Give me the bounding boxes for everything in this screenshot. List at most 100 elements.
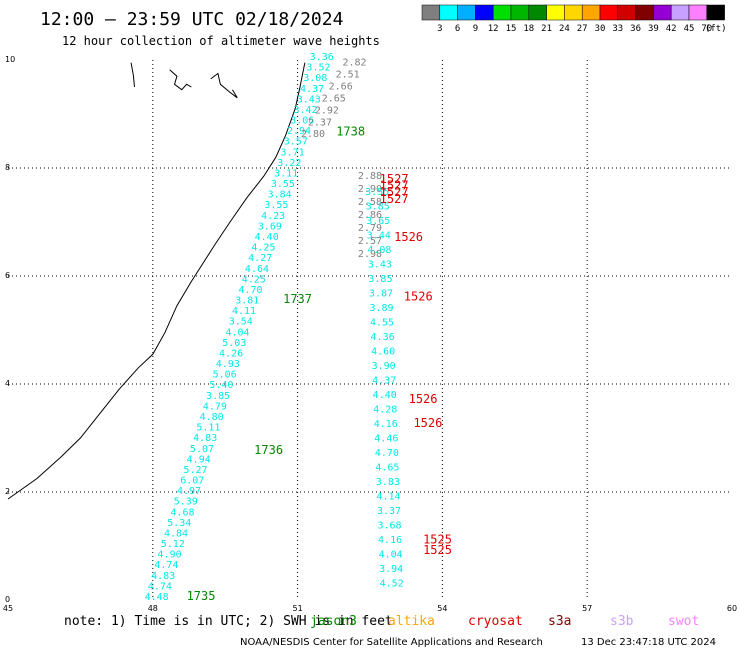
satellite-legend-item: s3a [548,614,571,629]
map-grid [8,60,732,600]
wave-height-label: 5.12 [161,539,185,550]
wave-height-label: 3.90 [372,361,396,372]
wave-height-label: 4.08 [367,245,391,256]
colorbar-swatch [564,4,583,21]
wave-height-label: 3.44 [367,231,391,242]
wave-height-label: 4.97 [177,486,201,497]
footer: note: 1) Time is in UTC; 2) SWH is in fe… [64,614,716,648]
wave-height-label: 4.28 [373,405,397,416]
wave-height-label: 3.85 [368,274,392,285]
pass-time-label: 1736 [254,443,283,457]
axis-tick-labels: 45 48 51 54 57 60 0 2 4 6 8 10 [3,55,737,613]
x-axis-tick-label: 48 [148,604,158,613]
wave-height-label: 4.93 [216,359,240,370]
satellite-legend: jason3 altika cryosat s3a s3b swot [310,614,699,629]
wave-height-label: 3.55 [264,200,288,211]
x-axis-tick-label: 54 [437,604,447,613]
colorbar-swatch [581,4,601,21]
x-axis-tick-label: 57 [582,604,592,613]
wave-height-label: 4.48 [145,592,169,603]
wave-height-label: 3.71 [281,147,305,158]
wave-height-label: 5.03 [222,338,246,349]
wave-height-label: 3.69 [258,221,282,232]
pass-time-label: 1527 [380,185,409,199]
wave-height-label: 4.40 [373,390,397,401]
wave-height-label: 3.94 [379,564,403,575]
island-outline [210,72,238,99]
colorbar-swatch [653,4,672,21]
footer-credit: NOAA/NESDIS Center for Satellite Applica… [240,637,543,648]
wave-height-label: 2.90 [358,184,382,195]
wave-height-label: 4.65 [375,463,399,474]
wave-height-label: 5.40 [209,380,233,391]
wave-height-label: 4.23 [261,211,285,222]
wave-height-label: 4.25 [242,274,266,285]
wave-height-label: 4.74 [154,560,178,571]
colorbar-swatch [635,4,654,21]
colorbar-swatch [688,4,708,21]
wave-height-label: 4.90 [158,550,182,561]
pass-time-label: 1526 [404,289,433,303]
pass-time-label: 1525 [423,532,452,546]
wave-height-label: 3.55 [271,179,295,190]
pass-time-label: 1525 [423,543,452,557]
wave-height-label: 2.88 [358,171,382,182]
wave-height-label: 4.83 [193,433,217,444]
colorbar-tick-label: 33 [612,24,623,34]
wave-height-label: 5.07 [190,444,214,455]
colorbar-tick-label: 18 [523,24,534,34]
wave-height-label: 2.94 [287,126,311,137]
wave-height-label: 4.26 [219,348,243,359]
wave-height-label: 5.06 [213,370,237,381]
colorbar-swatch [492,4,512,21]
coastline-path [7,62,306,500]
wave-height-label: 5.11 [196,423,220,434]
wave-height-label: 4.25 [251,243,275,254]
colorbar-tick-label: 3 [437,24,442,34]
colorbar-tick-label: 70 [701,24,712,34]
colorbar-swatch [439,4,458,21]
wave-height-label: 3.57 [284,137,308,148]
wave-height-tracks: 4.484.744.834.744.905.124.845.344.685.39… [145,52,404,603]
wave-height-label: 2.82 [342,57,366,68]
wave-height-label: 3.08 [303,73,327,84]
wave-height-label: 4.83 [151,571,175,582]
wave-height-label: 3.22 [277,158,301,169]
wave-height-label: 4.37 [372,376,396,387]
wave-height-label: 4.27 [248,253,272,264]
pass-time-label: 1526 [409,392,438,406]
wave-height-label: 4.52 [380,579,404,590]
wave-height-label: 6.07 [180,476,204,487]
wave-height-label: 2.37 [308,117,332,128]
wave-height-label: 3.11 [274,168,298,179]
wave-height-label: 5.34 [167,518,191,529]
wave-height-label: 3.55 [365,187,389,198]
wave-height-label: 4.16 [374,419,398,430]
wave-height-label: 3.65 [366,216,390,227]
wave-height-label: 4.70 [375,448,399,459]
wave-height-label: 3.68 [378,521,402,532]
colorbar-tick-label: 39 [648,24,659,34]
footer-generated-time: 13 Dec 23:47:18 UTC 2024 [581,637,716,648]
wave-height-label: 4.36 [371,332,395,343]
wave-height-label: 2.98 [358,249,382,260]
footer-note: note: 1) Time is in UTC; 2) SWH is in fe… [64,614,393,629]
colorbar-tick-label: 45 [684,24,695,34]
colorbar-legend: 3 6 9 12 15 18 21 24 27 30 33 36 39 42 45 70(ft) [421,4,727,34]
wave-height-label: 4.55 [370,318,394,329]
wave-height-label: 5.27 [183,465,207,476]
wave-height-label: 4.37 [300,84,324,95]
wave-height-label: 4.64 [245,264,269,275]
colorbar-tick-label: 30 [595,24,606,34]
wave-height-label: 3.85 [366,202,390,213]
wave-height-label: 2.66 [329,81,353,92]
wave-height-label: 4.04 [226,327,250,338]
y-axis-tick-label: 2 [5,487,10,496]
colorbar-tick-label: 36 [630,24,641,34]
wave-height-label: 4.84 [164,528,188,539]
y-axis-tick-label: 10 [5,55,15,64]
wave-height-label: 3.54 [229,317,253,328]
wave-height-label: 3.85 [206,391,230,402]
colorbar-swatch [421,4,441,21]
colorbar-tick-label: 42 [666,24,677,34]
